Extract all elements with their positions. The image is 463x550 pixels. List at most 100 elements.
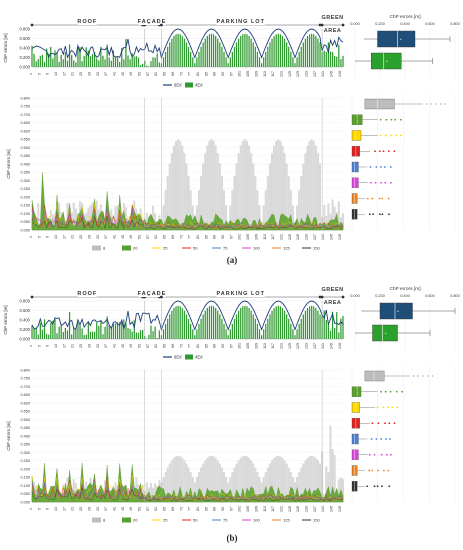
top-x-tick-label: 53	[138, 344, 142, 348]
area-8-bar	[277, 455, 280, 502]
top-y-tick-label: 0.400	[20, 46, 31, 51]
main-x-tick-label: 61	[154, 235, 158, 239]
top-x-tick-label: 17	[62, 344, 66, 348]
main-x-tick-label: 73	[179, 507, 183, 511]
area-8-bar	[258, 477, 261, 502]
top-bar	[64, 52, 67, 67]
top-bar	[281, 307, 284, 339]
top-bar	[306, 307, 309, 339]
area-8-bar	[172, 145, 175, 230]
top-x-tick-label: 61	[154, 344, 158, 348]
area-8-bar	[237, 460, 240, 502]
strip-outlier	[376, 406, 379, 409]
top-bar	[100, 320, 102, 339]
area-8-bar	[222, 472, 226, 502]
area-8-bar	[241, 140, 244, 230]
area-8-bar	[268, 463, 271, 502]
top-bar	[33, 328, 35, 339]
area-8-bar	[72, 478, 75, 502]
strip-outlier	[384, 134, 387, 137]
area-8-bar	[114, 206, 117, 230]
area-8-bar	[206, 145, 209, 230]
top-x-tick-label: 133	[305, 71, 309, 77]
top-bar	[250, 38, 252, 67]
main-y-tick-label: 0.350	[20, 171, 30, 175]
top-bar	[263, 329, 265, 339]
main-x-tick-label: 65	[163, 235, 167, 239]
area-8-bar	[233, 467, 236, 502]
top-x-tick-label: 13	[54, 72, 58, 76]
area-8-bar	[306, 457, 309, 502]
strip-outlier	[389, 438, 391, 440]
strip-outlier	[399, 118, 402, 121]
top-bar	[58, 61, 60, 67]
main-x-tick-label: 113	[263, 234, 267, 240]
top-bar	[137, 57, 140, 67]
top-x-tick-label: 113	[263, 71, 267, 77]
main-y-tick-label: 0.750	[20, 377, 30, 381]
main-y-tick-label: 0.200	[20, 467, 30, 471]
top-bar	[271, 310, 273, 339]
top-bar	[129, 59, 131, 67]
top-bar	[171, 310, 173, 339]
top-bar	[340, 59, 342, 67]
main-y-tick-label: 0.750	[20, 105, 30, 109]
area-8-bar	[298, 472, 301, 502]
strip-outlier	[390, 181, 392, 184]
top-bar	[52, 58, 54, 67]
area-8-bar	[300, 175, 303, 230]
top-bar	[290, 51, 292, 67]
area-8-bar	[250, 153, 253, 230]
top-y-tick-label: 0.600	[20, 308, 31, 313]
legend-label-100: 100	[253, 518, 260, 523]
top-bar	[190, 323, 192, 339]
area-8-bar	[233, 175, 236, 230]
top-bar	[196, 329, 198, 339]
top-bar	[254, 318, 256, 339]
area-8-bar	[181, 457, 184, 502]
area-8-bar	[204, 153, 207, 230]
area-8-bar	[273, 457, 276, 502]
main-y-tick-label: 0.550	[20, 410, 30, 414]
legend-label-125: 125	[283, 246, 290, 251]
top-bar	[187, 46, 190, 67]
top-bar	[194, 63, 196, 67]
top-bar	[177, 33, 179, 67]
zone-marker	[30, 295, 34, 299]
main-y-tick-label: 0.700	[20, 385, 30, 389]
zone-marker	[160, 295, 163, 299]
main-x-tick-label: 121	[279, 506, 283, 512]
top-bar	[133, 320, 135, 339]
strip-outlier	[380, 390, 382, 393]
top-bar	[150, 61, 152, 67]
top-x-tick-label: 41	[112, 344, 116, 348]
top-bar	[308, 34, 311, 67]
zone-label: ROOF	[77, 19, 97, 25]
area-8-bar	[197, 472, 201, 502]
panel-0: ROOF FAÇADE PARKING LOT GREEN AREA 0.000 0.200…	[3, 14, 460, 251]
top-series-line	[31, 28, 344, 60]
strip-outlier	[379, 134, 382, 137]
top-bar	[150, 325, 152, 339]
top-bar	[169, 314, 171, 339]
area-8-bar	[319, 463, 322, 502]
area-8-bar	[285, 163, 288, 230]
top-bar	[198, 323, 200, 339]
area-8-bar	[166, 467, 169, 502]
top-bar	[35, 327, 37, 339]
top-x-tick-label: 81	[196, 344, 200, 348]
top-x-tick-label: 129	[296, 343, 300, 349]
top-x-tick-label: 37	[104, 344, 108, 348]
top-bar	[311, 33, 313, 67]
strip-outlier	[425, 103, 428, 105]
top-bar	[185, 42, 188, 67]
area-8-bar	[300, 467, 303, 502]
top-x-tick-label: 141	[321, 343, 325, 349]
legend-label-25: 25	[163, 246, 168, 251]
top-bar	[308, 306, 311, 339]
area-8-bar	[166, 175, 169, 230]
area-8-bar	[220, 175, 223, 230]
main-y-tick-label: 0.000	[20, 228, 30, 232]
box-x-tick-label: 0.200	[375, 22, 385, 26]
main-x-tick-label: 9	[46, 508, 50, 510]
